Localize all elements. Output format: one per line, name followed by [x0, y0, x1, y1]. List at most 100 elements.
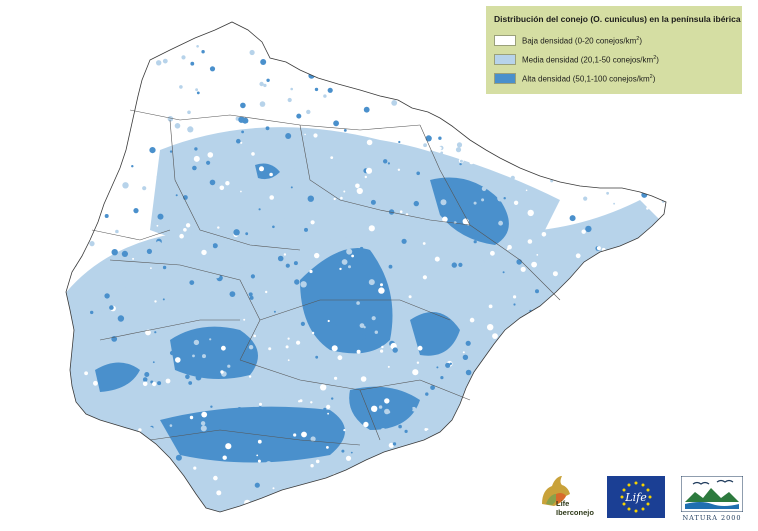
- density-speckle: [271, 122, 273, 125]
- legend-item-low: Baja densidad (0-20 conejos/km2): [494, 32, 734, 49]
- density-speckle: [248, 345, 254, 350]
- density-speckle: [653, 293, 658, 298]
- density-speckle: [396, 79, 400, 84]
- density-speckle: [607, 350, 612, 355]
- density-speckle: [400, 71, 404, 75]
- density-speckle: [639, 274, 643, 279]
- density-speckle: [83, 279, 90, 286]
- density-speckle: [387, 365, 390, 368]
- density-speckle: [257, 439, 262, 444]
- density-speckle: [268, 514, 274, 520]
- density-speckle: [91, 223, 96, 227]
- density-speckle: [156, 174, 162, 180]
- density-speckle: [280, 63, 287, 70]
- density-speckle: [110, 170, 113, 174]
- coastline: [65, 21, 667, 513]
- density-speckle: [516, 259, 522, 265]
- density-speckle: [191, 230, 196, 236]
- density-speckle: [675, 129, 680, 134]
- density-speckle: [543, 184, 546, 188]
- density-speckle: [449, 461, 453, 465]
- density-speckle: [106, 265, 111, 271]
- density-speckle: [146, 248, 152, 254]
- density-speckle: [190, 61, 195, 66]
- density-speckle: [382, 418, 388, 425]
- density-speckle: [162, 265, 167, 270]
- density-speckle: [285, 133, 292, 139]
- density-speckle: [111, 249, 118, 256]
- density-speckle: [391, 100, 398, 106]
- density-speckle: [462, 351, 465, 354]
- density-speckle: [378, 405, 383, 409]
- density-speckle: [343, 129, 347, 132]
- density-speckle: [487, 324, 494, 331]
- density-speckle: [397, 168, 401, 171]
- legend-label-high: Alta densidad (50,1-100 conejos/km2): [522, 73, 656, 84]
- density-speckle: [314, 87, 319, 92]
- density-speckle: [577, 127, 580, 130]
- density-speckle: [538, 400, 541, 403]
- density-speckle: [622, 97, 628, 104]
- density-speckle: [501, 383, 508, 389]
- density-speckle: [315, 355, 319, 359]
- density-speckle: [441, 156, 448, 163]
- density-speckle: [326, 446, 329, 449]
- density-speckle: [226, 84, 230, 88]
- density-speckle: [209, 179, 216, 186]
- density-speckle: [650, 275, 657, 282]
- density-speckle: [77, 419, 83, 425]
- density-speckle: [613, 202, 615, 205]
- density-speckle: [149, 147, 156, 154]
- density-speckle: [471, 488, 478, 495]
- density-speckle: [371, 171, 378, 178]
- density-speckle: [525, 189, 528, 192]
- density-speckle: [507, 244, 512, 250]
- density-speckle: [66, 156, 71, 162]
- density-speckle: [445, 362, 451, 368]
- density-speckle: [343, 190, 346, 193]
- density-speckle: [381, 147, 386, 152]
- density-speckle: [356, 349, 361, 354]
- density-speckle: [150, 267, 152, 269]
- density-speckle: [115, 468, 118, 472]
- density-speckle: [152, 361, 155, 364]
- density-speckle: [550, 149, 555, 154]
- density-speckle: [195, 88, 199, 92]
- density-speckle: [109, 305, 114, 310]
- density-speckle: [104, 75, 108, 80]
- density-speckle: [231, 242, 236, 247]
- density-speckle: [447, 108, 454, 114]
- density-speckle: [104, 214, 109, 218]
- density-speckle: [677, 157, 679, 159]
- density-speckle: [568, 294, 571, 297]
- density-speckle: [165, 378, 171, 384]
- density-speckle: [263, 83, 267, 88]
- density-speckle: [312, 43, 316, 47]
- density-speckle: [272, 209, 277, 215]
- density-speckle: [422, 242, 426, 245]
- density-speckle: [310, 401, 313, 404]
- density-speckle: [509, 142, 515, 147]
- eu-life-text: Life: [624, 491, 647, 504]
- density-speckle: [346, 248, 353, 255]
- density-speckle: [238, 116, 245, 123]
- region-borders: [91, 109, 561, 446]
- density-speckle: [257, 459, 261, 463]
- density-speckle: [283, 253, 287, 256]
- density-speckle: [559, 445, 563, 450]
- density-speckle: [340, 196, 343, 200]
- density-speckle: [492, 333, 498, 339]
- region-border: [469, 224, 561, 301]
- density-speckle: [187, 110, 191, 115]
- density-speckle: [240, 225, 244, 229]
- density-speckle: [592, 414, 597, 419]
- density-speckle: [310, 220, 315, 225]
- density-speckle: [290, 131, 297, 138]
- density-speckle: [507, 153, 512, 158]
- density-speckle: [419, 49, 423, 53]
- legend-title: Distribución del conejo (O. cuniculus) e…: [494, 14, 741, 24]
- density-speckle: [294, 279, 300, 285]
- density-speckle: [296, 113, 302, 119]
- density-speckle: [162, 298, 165, 301]
- density-speckle: [481, 198, 485, 202]
